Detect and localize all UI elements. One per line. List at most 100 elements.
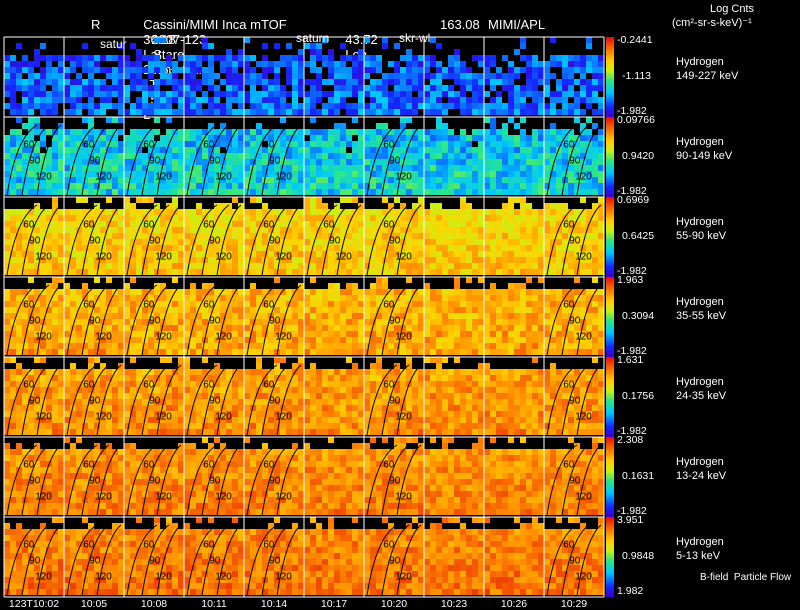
heatmap-cell <box>544 135 550 141</box>
heatmap-cell <box>46 411 52 417</box>
heatmap-cell <box>418 61 424 67</box>
heatmap-cell <box>514 73 520 79</box>
heatmap-cell <box>454 147 460 153</box>
heatmap-cell <box>136 209 142 215</box>
heatmap-cell <box>34 73 40 79</box>
heatmap-cell <box>166 325 172 331</box>
heatmap-cell <box>136 417 142 423</box>
heatmap-cell <box>100 381 106 387</box>
heatmap-cell <box>10 257 16 263</box>
heatmap-cell <box>4 85 10 91</box>
heatmap-cell <box>394 263 400 269</box>
heatmap-cell <box>274 129 280 135</box>
heatmap-cell <box>448 67 454 73</box>
heatmap-cell <box>226 67 232 73</box>
heatmap-cell <box>118 189 124 195</box>
heatmap-cell <box>76 79 82 85</box>
heatmap-cell <box>34 153 40 159</box>
heatmap-cell <box>520 313 526 319</box>
heatmap-cell <box>76 215 82 221</box>
heatmap-cell <box>244 399 250 405</box>
heatmap-cell <box>46 209 52 215</box>
heatmap-cell <box>64 331 70 337</box>
heatmap-cell <box>592 159 598 165</box>
heatmap-cell <box>412 343 418 349</box>
heatmap-cell <box>160 61 166 67</box>
heatmap-cell <box>382 277 388 283</box>
heatmap-cell <box>226 263 232 269</box>
heatmap-cell <box>202 239 208 245</box>
heatmap-cell <box>124 109 130 115</box>
heatmap-cell <box>370 269 376 275</box>
heatmap-cell <box>280 227 286 233</box>
heatmap-cell <box>328 183 334 189</box>
heatmap-cell <box>64 177 70 183</box>
heatmap-cell <box>256 357 262 363</box>
heatmap-cell <box>274 147 280 153</box>
heatmap-cell <box>250 141 256 147</box>
heatmap-cell <box>304 319 310 325</box>
heatmap-cell <box>502 153 508 159</box>
heatmap-cell <box>310 369 316 375</box>
heatmap-cell <box>388 227 394 233</box>
heatmap-cell <box>466 325 472 331</box>
heatmap-cell <box>160 251 166 257</box>
heatmap-cell <box>244 343 250 349</box>
heatmap-cell <box>64 295 70 301</box>
heatmap-cell <box>550 295 556 301</box>
heatmap-cell <box>52 233 58 239</box>
heatmap-cell <box>214 203 220 209</box>
heatmap-cell <box>106 269 112 275</box>
heatmap-cell <box>454 97 460 103</box>
heatmap-cell <box>526 245 532 251</box>
heatmap-cell <box>82 251 88 257</box>
heatmap-cell <box>148 73 154 79</box>
heatmap-cell <box>46 165 52 171</box>
heatmap-cell <box>346 357 352 363</box>
heatmap-cell <box>490 73 496 79</box>
heatmap-cell <box>172 177 178 183</box>
heatmap-cell <box>196 331 202 337</box>
heatmap-cell <box>70 171 76 177</box>
heatmap-cell <box>4 393 10 399</box>
heatmap-cell <box>334 85 340 91</box>
heatmap-cell <box>586 85 592 91</box>
heatmap-cell <box>592 183 598 189</box>
heatmap-cell <box>352 289 358 295</box>
heatmap-cell <box>208 215 214 221</box>
heatmap-cell <box>586 349 592 355</box>
heatmap-cell <box>4 73 10 79</box>
heatmap-cell <box>556 337 562 343</box>
heatmap-cell <box>58 245 64 251</box>
heatmap-cell <box>340 189 346 195</box>
heatmap-cell <box>124 349 130 355</box>
heatmap-cell <box>298 313 304 319</box>
heatmap-cell <box>394 67 400 73</box>
heatmap-cell <box>112 393 118 399</box>
heatmap-panel <box>544 37 604 115</box>
heatmap-cell <box>340 227 346 233</box>
heatmap-cell <box>346 165 352 171</box>
heatmap-cell <box>400 129 406 135</box>
heatmap-cell <box>592 349 598 355</box>
heatmap-cell <box>382 153 388 159</box>
heatmap-cell <box>220 349 226 355</box>
heatmap-cell <box>58 73 64 79</box>
heatmap-cell <box>28 325 34 331</box>
heatmap-cell <box>124 245 130 251</box>
heatmap-cell <box>82 183 88 189</box>
heatmap-cell <box>178 411 184 417</box>
heatmap-cell <box>142 301 148 307</box>
heatmap-cell <box>64 91 70 97</box>
heatmap-cell <box>424 337 430 343</box>
heatmap-cell <box>118 251 124 257</box>
heatmap-cell <box>370 79 376 85</box>
heatmap-cell <box>328 387 334 393</box>
heatmap-cell <box>364 91 370 97</box>
heatmap-cell <box>130 295 136 301</box>
heatmap-cell <box>520 67 526 73</box>
heatmap-cell <box>514 97 520 103</box>
heatmap-cell <box>256 349 262 355</box>
heatmap-cell <box>58 331 64 337</box>
heatmap-cell <box>502 343 508 349</box>
